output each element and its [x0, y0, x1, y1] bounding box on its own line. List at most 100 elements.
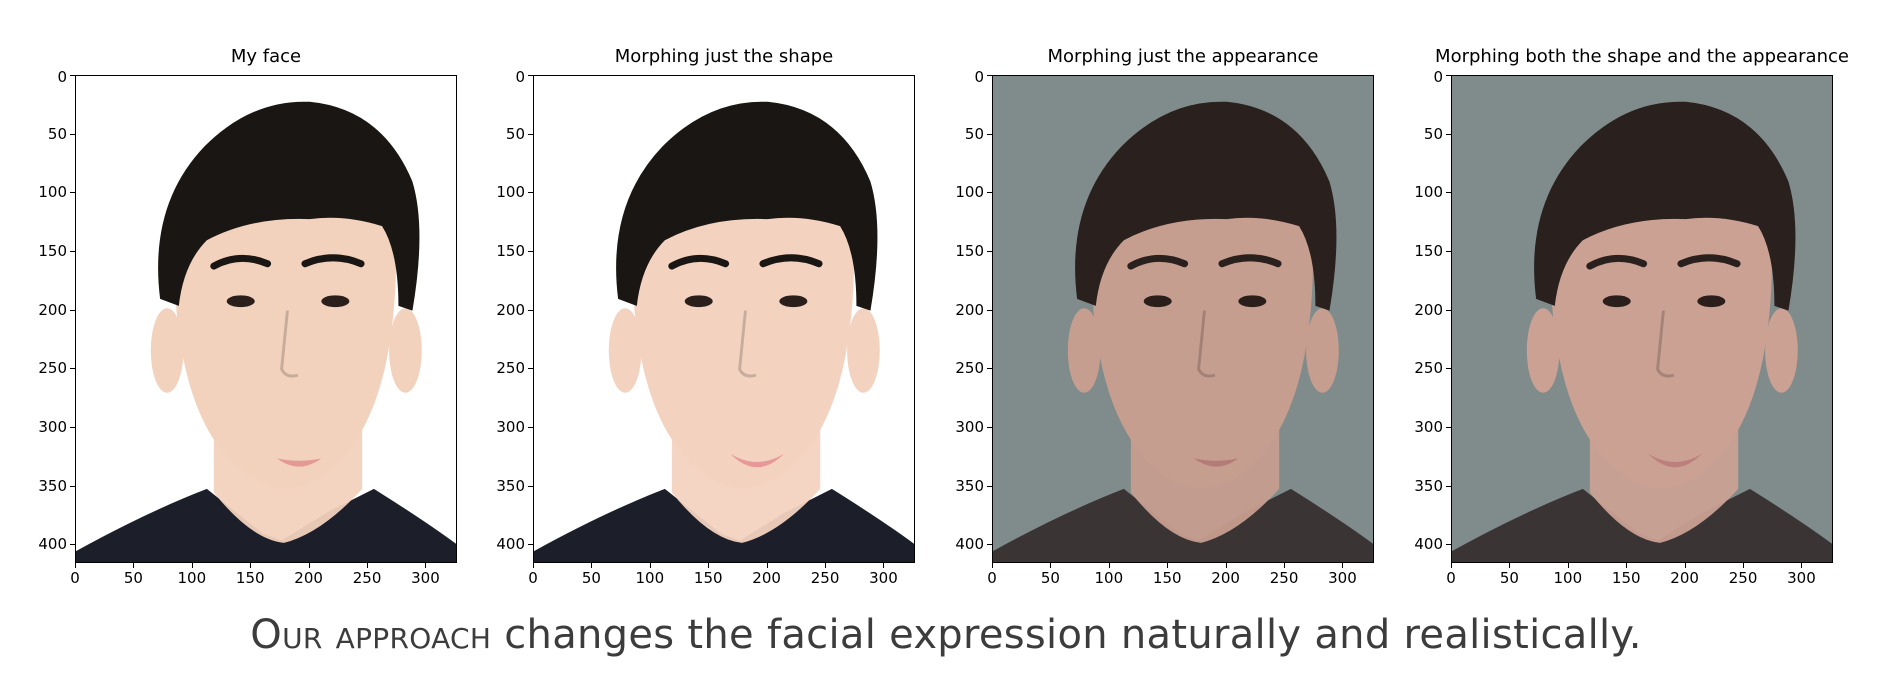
- right-eye: [1238, 295, 1267, 308]
- y-tick-label: 400: [955, 535, 984, 554]
- y-tick-mark: [987, 75, 992, 76]
- y-tick-label: 400: [38, 535, 67, 554]
- y-tick-label: 400: [496, 535, 525, 554]
- y-tick-label: 350: [1414, 476, 1443, 495]
- hair: [1075, 101, 1337, 311]
- left-eyebrow: [668, 254, 730, 270]
- x-tick-mark: [1225, 563, 1227, 568]
- y-tick-label: 0: [57, 68, 67, 86]
- x-tick-mark: [1567, 563, 1569, 568]
- x-tick-mark: [1342, 563, 1344, 568]
- x-tick-label: 50: [1499, 569, 1519, 587]
- x-tick-label: 150: [1152, 569, 1182, 587]
- y-tick-mark: [987, 309, 992, 311]
- mouth: [276, 458, 322, 467]
- y-tick-label: 200: [955, 300, 984, 319]
- x-tick-label: 200: [1670, 569, 1699, 587]
- x-tick-label: 100: [1094, 569, 1124, 587]
- y-tick-label: 150: [955, 241, 984, 260]
- nose: [1197, 310, 1216, 378]
- shirt: [993, 488, 1373, 562]
- x-tick-label: 100: [177, 569, 207, 587]
- x-tick-label: 150: [693, 569, 723, 587]
- y-tick-label: 150: [1414, 241, 1443, 260]
- y-tick-mark: [1446, 133, 1451, 135]
- y-tick-mark: [987, 485, 992, 487]
- image-axes: [992, 75, 1374, 563]
- y-tick-label: 150: [496, 241, 525, 260]
- x-tick-label: 300: [869, 569, 898, 587]
- right-ear: [1765, 308, 1798, 393]
- x-tick-label: 50: [123, 569, 143, 587]
- right-eyebrow: [759, 254, 823, 268]
- x-tick-label: 0: [987, 569, 997, 587]
- y-tick-mark: [987, 250, 992, 252]
- x-tick-mark: [1050, 563, 1052, 568]
- x-tick-label: 250: [1728, 569, 1758, 587]
- y-tick-mark: [70, 485, 75, 487]
- y-tick-mark: [1446, 368, 1451, 370]
- left-eye: [684, 295, 713, 308]
- left-ear: [1526, 308, 1560, 393]
- y-tick-mark: [528, 250, 533, 252]
- right-ear: [847, 308, 880, 393]
- y-tick-label: 250: [496, 359, 525, 378]
- nose: [1656, 310, 1675, 378]
- x-tick-label: 100: [1553, 569, 1583, 587]
- right-ear: [1306, 308, 1339, 393]
- y-tick-mark: [528, 309, 533, 311]
- y-tick-mark: [1446, 250, 1451, 252]
- y-tick-label: 0: [515, 68, 525, 86]
- shirt: [1452, 488, 1832, 562]
- left-eyebrow: [1127, 254, 1189, 270]
- y-tick-mark: [528, 192, 533, 194]
- x-tick-mark: [1108, 563, 1110, 568]
- panel-title: Morphing both the shape and the appearan…: [1435, 46, 1849, 67]
- x-tick-mark: [191, 563, 193, 568]
- hair: [158, 101, 420, 311]
- y-tick-mark: [70, 250, 75, 252]
- x-tick-mark: [1626, 563, 1628, 568]
- y-tick-label: 0: [974, 68, 984, 86]
- mouth: [1193, 458, 1239, 467]
- x-tick-mark: [75, 563, 76, 568]
- y-tick-mark: [70, 133, 75, 135]
- x-tick-label: 150: [1611, 569, 1641, 587]
- y-tick-label: 100: [1414, 183, 1443, 202]
- x-tick-mark: [649, 563, 651, 568]
- y-tick-mark: [70, 368, 75, 370]
- x-tick-mark: [591, 563, 593, 568]
- right-eye: [1697, 295, 1726, 308]
- x-tick-mark: [1743, 563, 1745, 568]
- x-tick-mark: [883, 563, 885, 568]
- y-tick-label: 200: [496, 300, 525, 319]
- panel-title: My face: [230, 46, 302, 67]
- x-tick-label: 100: [635, 569, 665, 587]
- image-axes: [533, 75, 915, 563]
- x-tick-label: 200: [1211, 569, 1240, 587]
- y-tick-mark: [987, 368, 992, 370]
- left-eyebrow: [210, 254, 272, 270]
- y-tick-label: 300: [1414, 417, 1443, 436]
- y-tick-mark: [528, 75, 533, 76]
- y-tick-label: 250: [955, 359, 984, 378]
- image-axes: [75, 75, 457, 563]
- y-tick-label: 150: [38, 241, 67, 260]
- x-tick-label: 0: [528, 569, 538, 587]
- left-ear: [150, 308, 184, 393]
- nose: [280, 310, 299, 378]
- y-tick-label: 100: [496, 183, 525, 202]
- left-eye: [1602, 295, 1631, 308]
- shirt: [534, 488, 914, 562]
- right-eyebrow: [1677, 254, 1741, 268]
- y-tick-mark: [528, 426, 533, 428]
- x-tick-mark: [250, 563, 252, 568]
- y-tick-label: 50: [505, 124, 525, 143]
- right-ear: [389, 308, 422, 393]
- y-tick-label: 300: [38, 417, 67, 436]
- x-tick-mark: [708, 563, 710, 568]
- y-tick-label: 200: [38, 300, 67, 319]
- x-tick-mark: [992, 563, 993, 568]
- y-tick-mark: [987, 544, 992, 546]
- x-tick-label: 0: [70, 569, 80, 587]
